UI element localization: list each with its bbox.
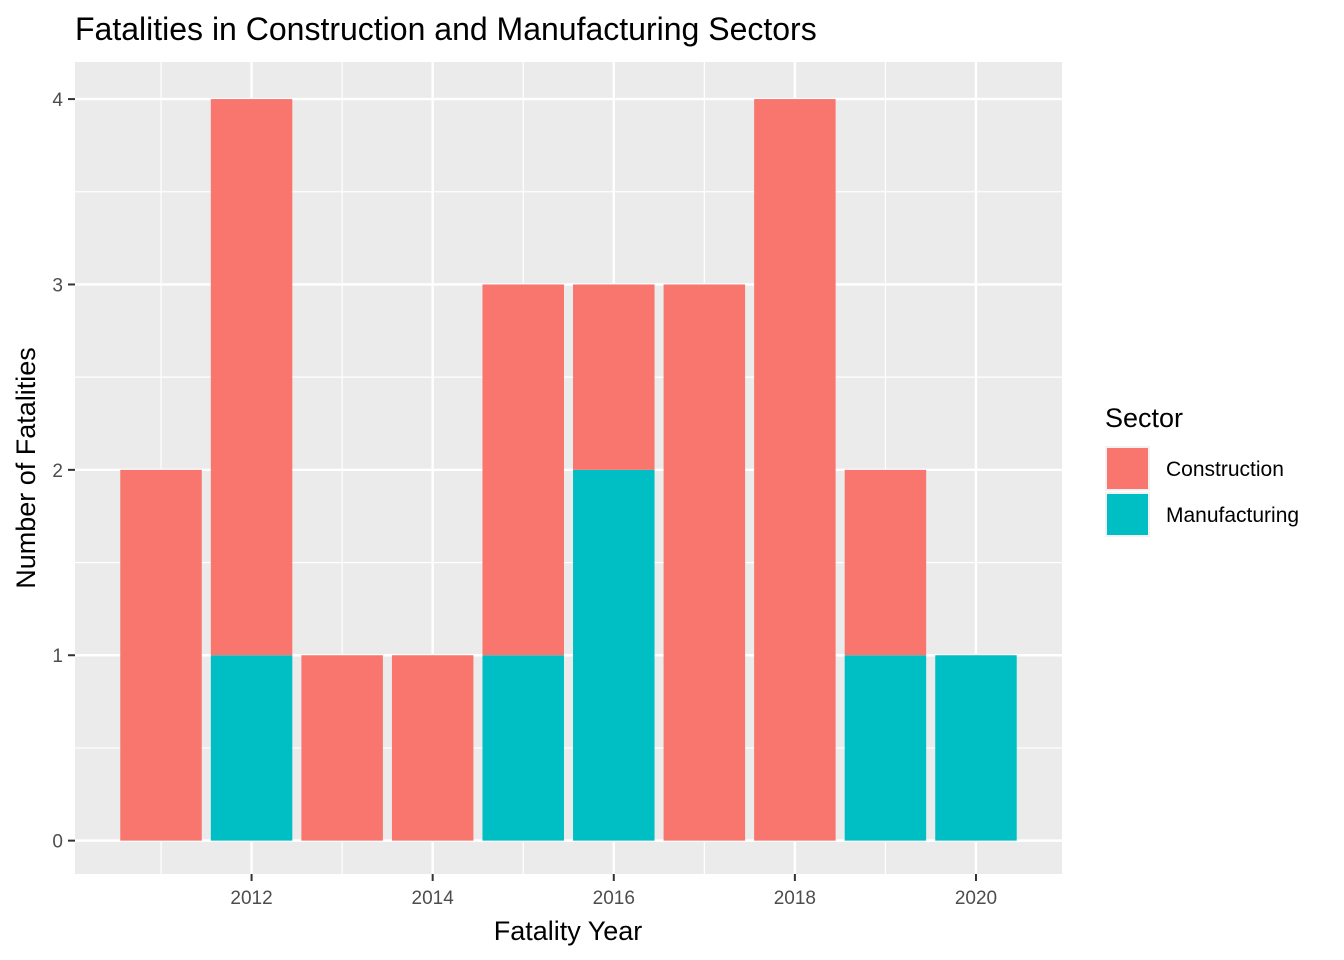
legend-title: Sector: [1105, 403, 1183, 433]
x-tick-label: 2014: [412, 888, 455, 909]
legend: Sector Construction Manufacturing: [1105, 403, 1299, 537]
bar-manufacturing-2015: [482, 655, 564, 841]
y-tick-label: 3: [52, 275, 63, 296]
y-tick-label: 4: [52, 90, 63, 111]
chart-title: Fatalities in Construction and Manufactu…: [75, 11, 817, 47]
bar-construction-2012: [210, 99, 293, 656]
y-axis-title: Number of Fatalities: [11, 347, 41, 589]
x-tick-label: 2018: [774, 888, 816, 909]
bar-construction-2018: [754, 99, 836, 841]
x-axis-title: Fatality Year: [494, 916, 643, 946]
bar-construction-2016: [573, 284, 655, 470]
y-tick-label: 1: [52, 646, 63, 667]
y-tick-label: 2: [52, 461, 63, 482]
x-tick-label: 2012: [230, 888, 272, 909]
x-tick-label: 2016: [593, 888, 635, 909]
bar-construction-2013: [301, 655, 383, 841]
x-axis: 2012 2014 2016 2018 2020: [230, 874, 997, 909]
bar-manufacturing-2012: [210, 655, 293, 841]
bar-manufacturing-2019: [844, 655, 927, 841]
bar-construction-2019: [844, 469, 927, 656]
bar-construction-2015: [482, 284, 564, 656]
y-tick-label: 0: [52, 832, 63, 853]
bar-manufacturing-2016: [573, 469, 655, 841]
bar-manufacturing-2020: [935, 655, 1017, 841]
legend-label-construction: Construction: [1166, 458, 1284, 481]
legend-swatch-manufacturing: [1107, 494, 1148, 535]
bar-construction-2011: [120, 469, 202, 841]
legend-swatch-construction: [1107, 448, 1148, 489]
bars: [120, 99, 1017, 841]
legend-label-manufacturing: Manufacturing: [1166, 504, 1299, 527]
y-axis: 0 1 2 3 4: [52, 90, 75, 853]
bar-construction-2014: [391, 655, 474, 841]
bar-construction-2017: [663, 284, 746, 841]
x-tick-label: 2020: [955, 888, 997, 909]
